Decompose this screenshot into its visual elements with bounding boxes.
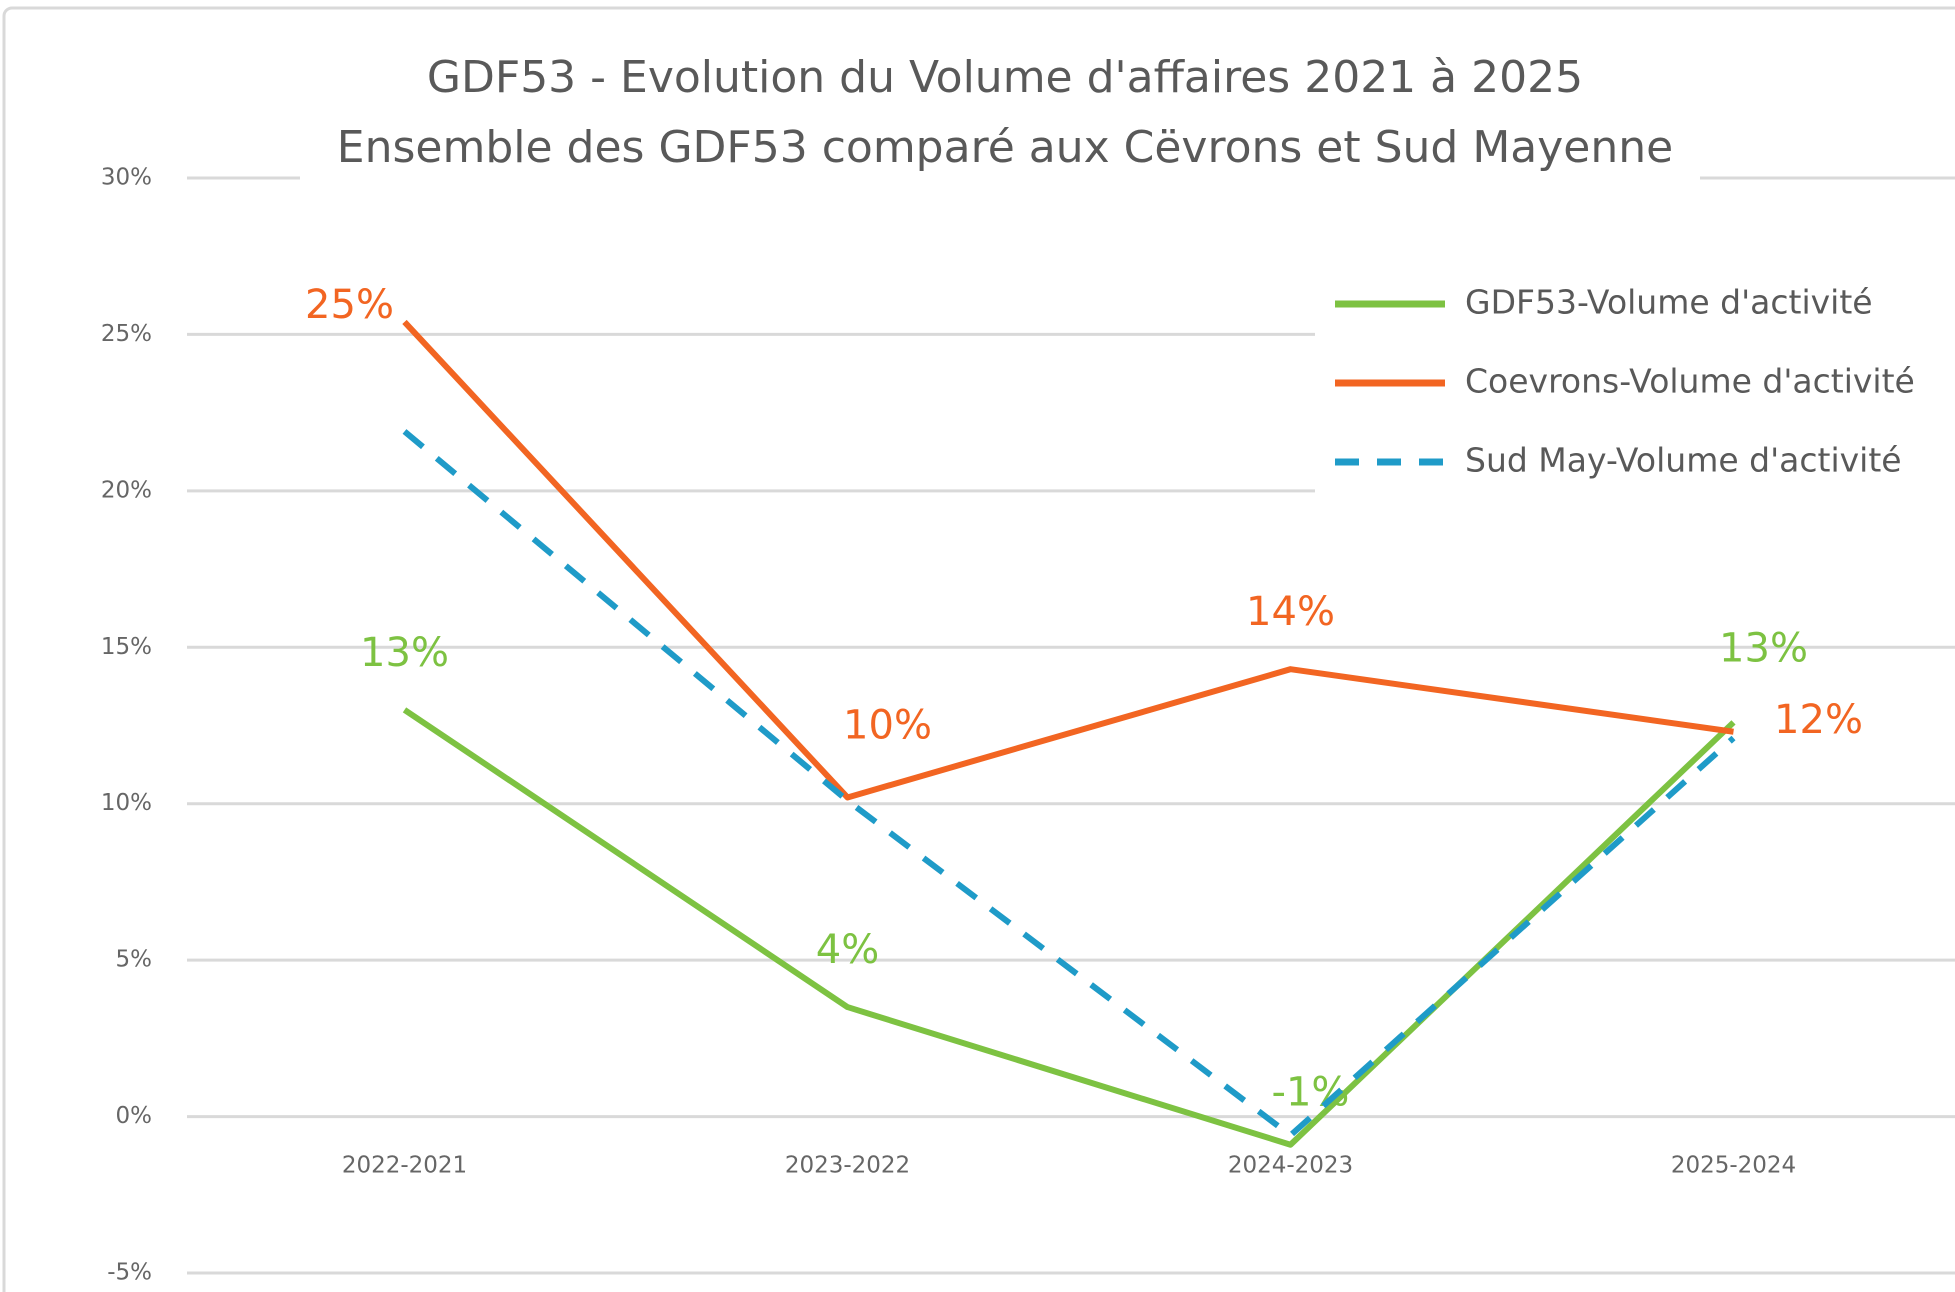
- data-label: 12%: [1774, 697, 1863, 743]
- data-label: 25%: [305, 282, 394, 328]
- y-tick-label: 10%: [101, 790, 152, 816]
- y-tick-label: 15%: [101, 634, 152, 660]
- data-label: 10%: [843, 702, 932, 748]
- chart-subtitle: Ensemble des GDF53 comparé aux Cëvrons e…: [337, 122, 1673, 173]
- data-label: 14%: [1246, 589, 1335, 635]
- y-tick-label: 30%: [101, 165, 152, 191]
- grid: [187, 176, 1955, 1275]
- chart-frame: [2, 6, 1955, 1292]
- title-background: [300, 46, 1700, 186]
- data-label: 13%: [1719, 625, 1808, 671]
- x-tick-label: 2025-2024: [1671, 1153, 1796, 1179]
- chart-title: GDF53 - Evolution du Volume d'affaires 2…: [427, 52, 1583, 103]
- data-label: 13%: [360, 630, 449, 676]
- legend-label: Sud May-Volume d'activité: [1465, 441, 1902, 480]
- x-tick-label: 2023-2022: [785, 1153, 910, 1179]
- legend-label: GDF53-Volume d'activité: [1465, 283, 1873, 322]
- y-tick-label: 25%: [101, 321, 152, 347]
- data-label: 4%: [816, 927, 879, 973]
- series-line: [402, 319, 1734, 801]
- y-tick-label: 5%: [116, 947, 153, 973]
- series-line: [402, 429, 1736, 1139]
- x-tick-label: 2022-2021: [342, 1153, 467, 1179]
- y-tick-label: -5%: [107, 1260, 152, 1286]
- x-tick-label: 2024-2023: [1228, 1153, 1353, 1179]
- y-tick-label: 0%: [116, 1103, 153, 1129]
- y-tick-label: 20%: [101, 477, 152, 503]
- legend-label: Coevrons-Volume d'activité: [1465, 362, 1915, 401]
